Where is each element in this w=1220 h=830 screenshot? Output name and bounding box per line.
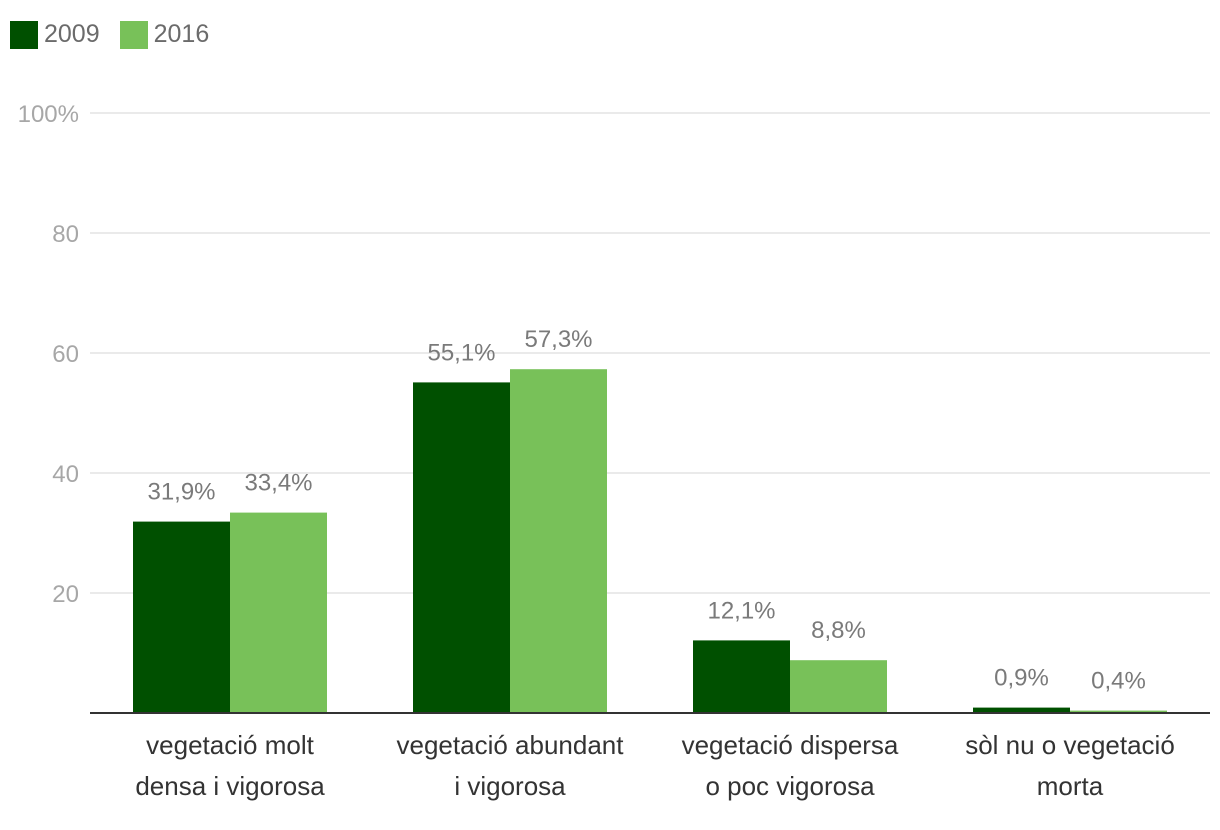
category-label-1-line-0: vegetació abundant (397, 730, 625, 760)
data-label-2009-2: 12,1% (707, 597, 775, 624)
y-tick-label-80: 80 (52, 221, 79, 248)
legend-label-2009: 2009 (44, 20, 100, 48)
category-label-1-line-1: i vigorosa (454, 771, 566, 801)
category-label-2-line-1: o poc vigorosa (705, 771, 875, 801)
legend-item-2009[interactable]: 2009 (10, 20, 100, 49)
data-label-2009-3: 0,9% (994, 665, 1049, 692)
data-label-2016-1: 57,3% (524, 326, 592, 353)
data-label-2016-2: 8,8% (811, 617, 866, 644)
y-tick-label-100: 100% (18, 101, 79, 128)
bar-2009-2 (693, 640, 790, 713)
bar-2016-2 (790, 660, 887, 713)
bar-2016-3 (1070, 710, 1167, 713)
bar-2016-0 (230, 512, 327, 713)
legend-item-2016[interactable]: 2016 (119, 20, 210, 49)
bar-2009-0 (133, 521, 230, 713)
bar-2009-3 (973, 707, 1070, 713)
bar-2016-1 (510, 369, 607, 713)
y-tick-label-40: 40 (52, 461, 79, 488)
category-label-2-line-0: vegetació dispersa (682, 730, 899, 760)
chart-legend: 2009 2016 (10, 20, 229, 49)
category-label-3-line-0: sòl nu o vegetació (965, 730, 1175, 760)
category-label-0-line-0: vegetació molt (146, 730, 314, 760)
legend-label-2016: 2016 (153, 20, 210, 48)
legend-swatch-2016 (119, 20, 148, 49)
data-label-2009-0: 31,9% (147, 479, 215, 506)
data-label-2009-1: 55,1% (427, 339, 495, 366)
y-tick-label-20: 20 (52, 581, 79, 608)
data-label-2016-0: 33,4% (244, 470, 312, 497)
bar-2009-1 (413, 382, 510, 713)
legend-swatch-2009 (10, 20, 38, 49)
y-tick-label-60: 60 (52, 341, 79, 368)
category-label-3-line-1: morta (1037, 771, 1104, 801)
category-label-0-line-1: densa i vigorosa (135, 771, 325, 801)
data-label-2016-3: 0,4% (1091, 668, 1146, 695)
